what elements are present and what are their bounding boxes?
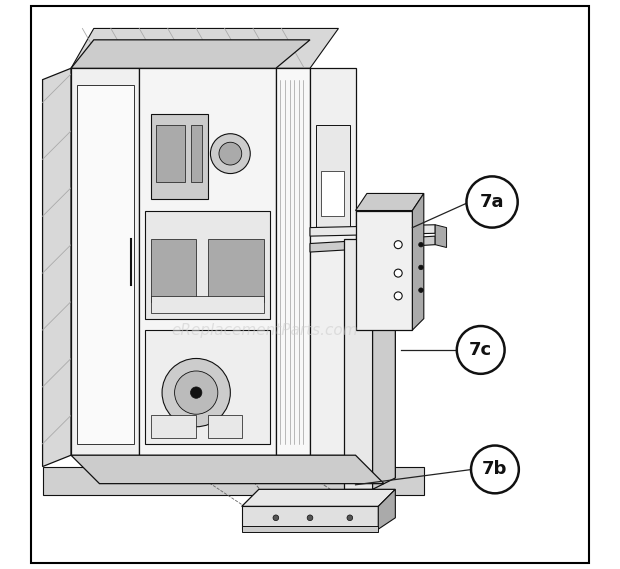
Polygon shape (156, 125, 185, 182)
Circle shape (307, 515, 313, 521)
Polygon shape (151, 114, 208, 199)
Polygon shape (77, 85, 134, 444)
Text: 7b: 7b (482, 460, 508, 479)
Text: eReplacementParts.com: eReplacementParts.com (171, 323, 358, 337)
Circle shape (418, 288, 423, 292)
Text: 7c: 7c (469, 341, 492, 359)
Polygon shape (276, 68, 310, 455)
Circle shape (418, 265, 423, 270)
Circle shape (394, 241, 402, 249)
Polygon shape (43, 68, 71, 467)
Polygon shape (43, 467, 424, 495)
Polygon shape (208, 415, 242, 438)
Polygon shape (310, 68, 355, 455)
Polygon shape (316, 125, 350, 228)
Circle shape (219, 142, 242, 165)
Circle shape (347, 515, 353, 521)
Polygon shape (242, 526, 378, 532)
Polygon shape (242, 489, 396, 506)
Polygon shape (378, 489, 396, 529)
Polygon shape (145, 330, 270, 444)
Polygon shape (190, 125, 202, 182)
Circle shape (394, 269, 402, 277)
Polygon shape (344, 239, 373, 489)
Polygon shape (71, 28, 339, 68)
Text: 7a: 7a (480, 193, 504, 211)
Polygon shape (355, 193, 424, 211)
Polygon shape (71, 40, 310, 68)
Polygon shape (151, 415, 196, 438)
Polygon shape (310, 225, 435, 236)
Polygon shape (321, 171, 344, 216)
Circle shape (210, 134, 250, 174)
Circle shape (471, 446, 519, 493)
Polygon shape (373, 319, 396, 489)
Polygon shape (435, 225, 446, 248)
Circle shape (466, 176, 518, 228)
Circle shape (457, 326, 505, 374)
Polygon shape (145, 211, 270, 319)
Polygon shape (151, 296, 265, 313)
Polygon shape (310, 236, 435, 252)
Circle shape (175, 371, 218, 414)
Polygon shape (151, 239, 196, 302)
Circle shape (418, 242, 423, 247)
Circle shape (162, 358, 231, 427)
Circle shape (394, 292, 402, 300)
Polygon shape (355, 211, 412, 330)
Circle shape (273, 515, 279, 521)
Polygon shape (71, 455, 384, 484)
Polygon shape (140, 68, 276, 455)
Polygon shape (71, 68, 140, 455)
Circle shape (190, 387, 202, 398)
Polygon shape (208, 239, 265, 302)
Polygon shape (242, 506, 378, 529)
Polygon shape (412, 193, 424, 330)
